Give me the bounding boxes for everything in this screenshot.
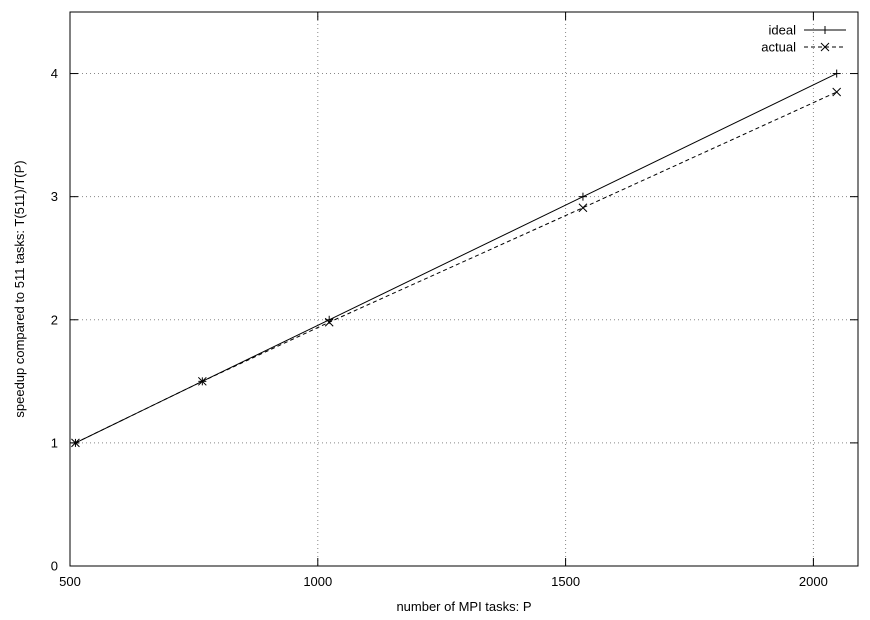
x-tick-label: 1500 — [551, 574, 580, 589]
y-tick-label: 2 — [51, 312, 58, 327]
data-point-ideal — [832, 69, 841, 78]
data-point-actual — [832, 87, 842, 97]
legend-label-actual: actual — [761, 40, 796, 55]
y-axis-label: speedup compared to 511 tasks: T(511)/T(… — [12, 160, 27, 417]
legend-marker-ideal — [821, 26, 829, 34]
plot-frame — [69, 11, 859, 567]
grid — [70, 12, 858, 566]
series — [71, 69, 842, 448]
data-point-actual — [324, 317, 334, 327]
y-tick-label: 1 — [51, 435, 58, 450]
x-axis-label: number of MPI tasks: P — [396, 599, 531, 614]
data-point-ideal — [578, 192, 587, 201]
y-tick-label: 0 — [51, 559, 58, 574]
data-point-actual — [71, 438, 80, 448]
x-tick-label: 500 — [59, 574, 81, 589]
x-tick-label: 2000 — [799, 574, 828, 589]
legend-label-ideal: ideal — [769, 23, 797, 38]
data-point-actual — [197, 376, 207, 386]
x-tick-label: 1000 — [303, 574, 332, 589]
axis-ticks: 500 1000 1500 2000 0 1 2 3 4 — [51, 12, 858, 589]
series-line-actual — [75, 91, 837, 444]
legend-marker-actual — [820, 42, 830, 52]
legend: ideal actual — [761, 23, 846, 55]
y-tick-label: 4 — [51, 66, 58, 81]
y-tick-label: 3 — [51, 189, 58, 204]
data-point-actual — [578, 203, 588, 213]
